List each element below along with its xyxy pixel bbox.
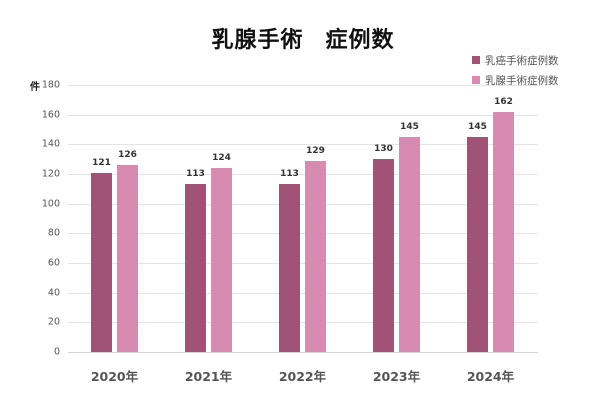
gridline [68, 263, 538, 264]
y-tick-label: 20 [47, 316, 60, 328]
chart-title: 乳腺手術 症例数 [0, 22, 606, 54]
y-tick-label: 100 [41, 198, 60, 210]
bar-value-label: 145 [468, 121, 487, 132]
bar-value-label: 113 [186, 169, 205, 180]
chart-title-main: 乳腺手術 [211, 28, 304, 53]
chart-title-sub: 症例数 [325, 28, 395, 53]
y-tick-label: 40 [47, 287, 60, 299]
x-axis-line [68, 352, 538, 353]
y-tick-label: 80 [47, 227, 60, 239]
legend-label: 乳腺手術症例数 [485, 74, 559, 87]
bar-value-label: 121 [92, 157, 111, 168]
bar-breast-2024年 [493, 111, 514, 352]
gridline [68, 322, 538, 323]
y-tick-label: 180 [41, 79, 60, 91]
bar-value-label: 113 [280, 169, 299, 180]
bar-breast-2020年 [117, 165, 138, 352]
bar-value-label: 124 [212, 153, 231, 164]
legend: 乳癌手術症例数 乳腺手術症例数 [472, 50, 559, 90]
bar-value-label: 126 [118, 150, 137, 161]
bar-value-label: 130 [374, 144, 393, 155]
y-tick-label: 60 [47, 257, 60, 269]
bar-breast-2021年 [211, 168, 232, 352]
gridline [68, 144, 538, 145]
x-tick-label: 2021年 [184, 369, 233, 384]
x-tick-label: 2024年 [466, 369, 515, 384]
legend-swatch-icon [472, 56, 480, 64]
bar-cancer-2023年 [373, 159, 394, 352]
legend-label: 乳癌手術症例数 [485, 54, 559, 67]
gridline [68, 233, 538, 234]
gridline [68, 293, 538, 294]
bar-cancer-2020年 [91, 172, 112, 352]
legend-item-breast: 乳腺手術症例数 [472, 70, 559, 90]
y-tick-label: 140 [41, 138, 60, 150]
x-tick-label: 2020年 [90, 369, 139, 384]
x-tick-label: 2023年 [372, 369, 421, 384]
bar-cancer-2021年 [185, 184, 206, 352]
legend-swatch-icon [472, 76, 480, 84]
gridline [68, 174, 538, 175]
bar-cancer-2022年 [279, 184, 300, 352]
bar-value-label: 129 [306, 145, 325, 156]
bar-value-label: 162 [494, 96, 513, 107]
bar-breast-2023年 [399, 136, 420, 352]
gridline [68, 204, 538, 205]
y-tick-label: 160 [41, 109, 60, 121]
gridline [68, 115, 538, 116]
y-axis-unit: 件 [30, 82, 40, 93]
y-tick-label: 0 [53, 346, 60, 358]
y-tick-label: 120 [41, 168, 60, 180]
legend-item-cancer: 乳癌手術症例数 [472, 50, 559, 70]
x-tick-label: 2022年 [278, 369, 327, 384]
bar-cancer-2024年 [467, 136, 488, 352]
gridline [68, 85, 538, 86]
bar-value-label: 145 [400, 121, 419, 132]
bar-breast-2022年 [305, 160, 326, 352]
